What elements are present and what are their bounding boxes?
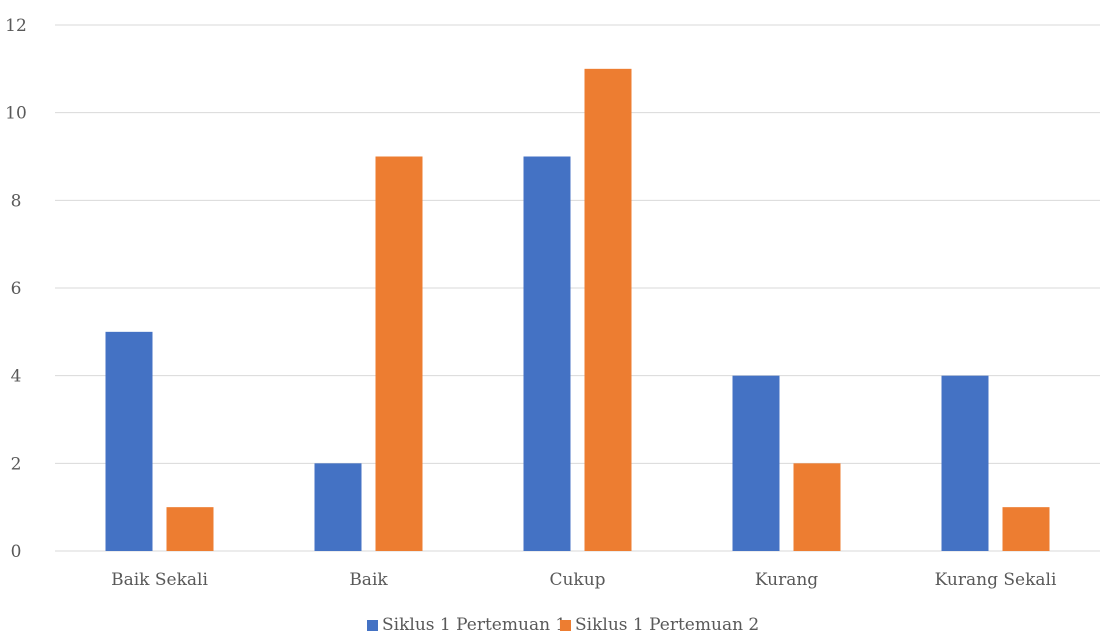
y-tick-label: 0 xyxy=(11,542,22,562)
x-tick-label: Kurang Sekali xyxy=(935,570,1057,590)
bar xyxy=(375,156,423,551)
bar xyxy=(166,507,214,551)
y-tick-label: 12 xyxy=(5,16,27,36)
bar xyxy=(732,375,780,551)
x-tick-label: Baik Sekali xyxy=(111,570,208,590)
y-tick-label: 4 xyxy=(11,367,22,387)
legend: Siklus 1 Pertemuan 1 Siklus 1 Pertemuan 2 xyxy=(367,615,759,635)
y-tick-label: 6 xyxy=(11,279,22,299)
x-tick-label: Baik xyxy=(349,570,388,590)
y-axis-ticks: 0 2 4 6 8 10 12 xyxy=(5,16,27,562)
bars xyxy=(105,68,1050,551)
bar xyxy=(523,156,571,551)
gridlines xyxy=(55,24,1100,552)
legend-swatch xyxy=(560,620,571,631)
bar xyxy=(584,68,632,551)
bar xyxy=(314,463,362,551)
bar xyxy=(793,463,841,551)
legend-label: Siklus 1 Pertemuan 1 xyxy=(382,615,566,635)
legend-label: Siklus 1 Pertemuan 2 xyxy=(575,615,759,635)
x-axis-ticks: Baik Sekali Baik Cukup Kurang Kurang Sekali xyxy=(111,570,1057,590)
bar xyxy=(1002,507,1050,551)
y-tick-label: 10 xyxy=(5,104,27,124)
x-tick-label: Cukup xyxy=(549,570,605,590)
y-tick-label: 8 xyxy=(11,191,22,211)
x-tick-label: Kurang xyxy=(755,570,818,590)
y-tick-label: 2 xyxy=(11,454,22,474)
bar xyxy=(941,375,989,551)
bar xyxy=(105,331,153,551)
legend-swatch xyxy=(367,620,378,631)
